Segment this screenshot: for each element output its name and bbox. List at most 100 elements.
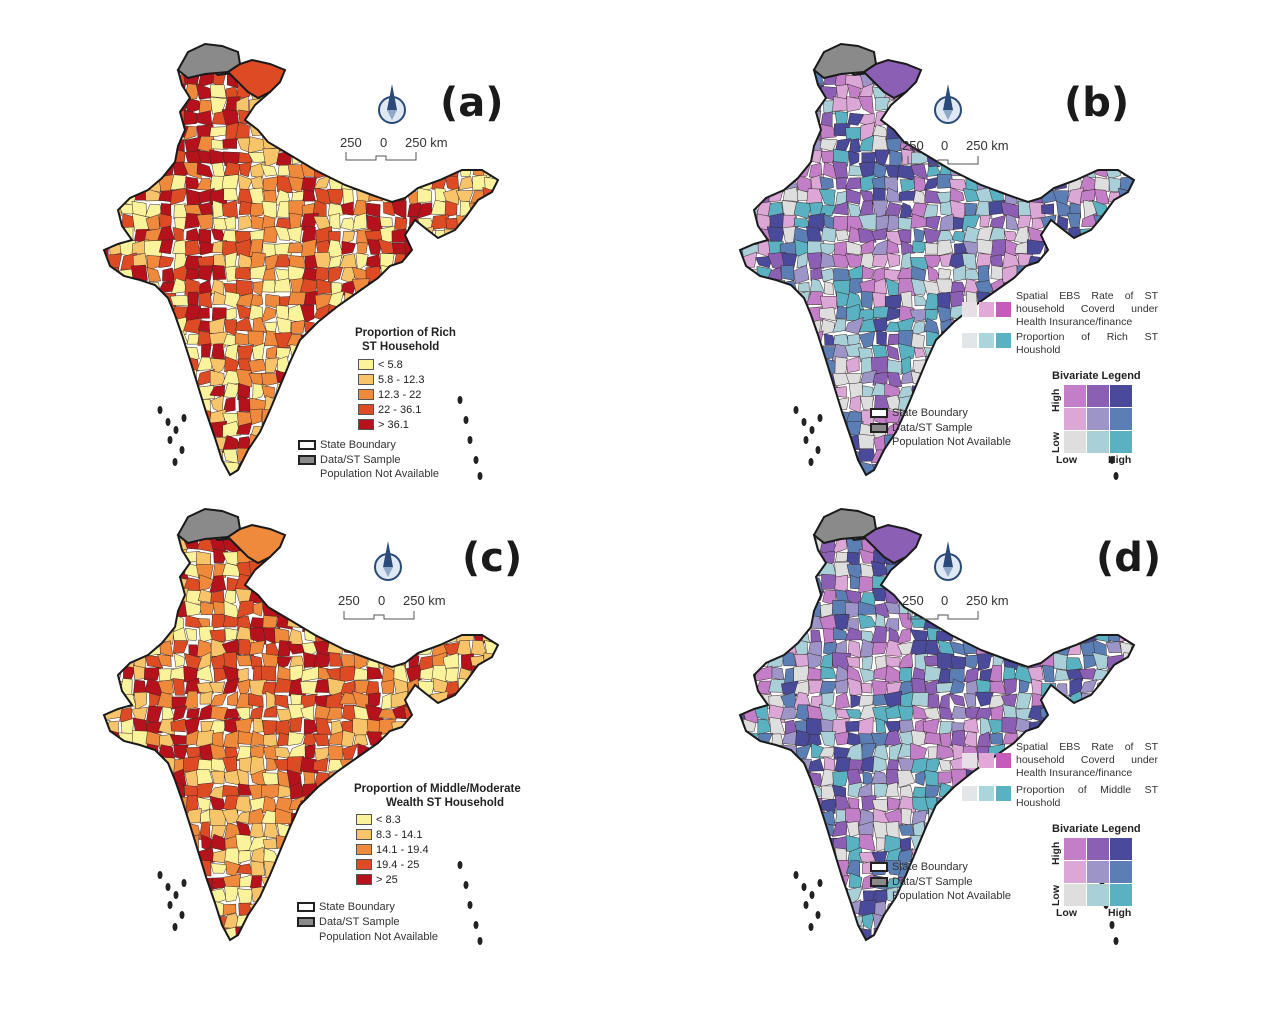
district-polygon [482, 459, 498, 475]
district-polygon [754, 576, 773, 590]
district-polygon [740, 574, 746, 593]
district-polygon [860, 682, 873, 694]
district-polygon [188, 943, 197, 957]
district-polygon [223, 448, 239, 465]
district-polygon [121, 148, 135, 163]
district-polygon [832, 938, 850, 940]
district-polygon [339, 161, 358, 180]
district-polygon [145, 317, 161, 333]
district-polygon [767, 746, 787, 762]
island [1113, 937, 1119, 945]
district-polygon [1001, 65, 1017, 74]
district-polygon [404, 733, 423, 749]
district-polygon [937, 357, 955, 375]
district-polygon [300, 125, 317, 140]
district-polygon [740, 639, 746, 657]
district-polygon [1136, 682, 1147, 696]
district-polygon [785, 123, 796, 142]
district-polygon [226, 577, 240, 592]
district-polygon [183, 255, 203, 271]
district-polygon [312, 381, 329, 399]
district-polygon [250, 450, 268, 466]
district-polygon [756, 537, 772, 555]
district-polygon [418, 266, 436, 285]
district-polygon [896, 267, 913, 280]
district-polygon [300, 346, 317, 363]
district-polygon [885, 187, 903, 203]
district-polygon [780, 293, 799, 307]
district-polygon [135, 83, 149, 100]
district-polygon [260, 665, 277, 682]
district-polygon [380, 757, 398, 773]
district-polygon [1002, 381, 1016, 399]
island [803, 436, 809, 444]
district-polygon [746, 307, 756, 323]
district-polygon [287, 291, 306, 306]
district-polygon [104, 308, 110, 323]
district-polygon [1070, 707, 1085, 722]
district-polygon [936, 368, 954, 389]
district-polygon [1014, 860, 1033, 878]
district-polygon [300, 821, 319, 838]
district-polygon [831, 201, 849, 216]
district-polygon [794, 615, 811, 632]
district-polygon [157, 679, 175, 696]
district-polygon [471, 413, 488, 426]
district-polygon [496, 901, 498, 916]
district-polygon [794, 601, 812, 617]
country-outline [738, 528, 1136, 942]
legend-class-a-4: > 36.1 [358, 418, 409, 431]
district-polygon [403, 873, 423, 891]
district-polygon [805, 862, 823, 878]
district-polygon [237, 667, 249, 683]
district-polygon [939, 213, 955, 231]
district-polygon [912, 914, 928, 930]
district-polygon [887, 214, 899, 232]
district-polygon [339, 548, 357, 565]
district-polygon [170, 940, 188, 954]
district-polygon [118, 292, 135, 308]
district-polygon [172, 640, 189, 654]
district-polygon [977, 770, 992, 785]
district-polygon [795, 626, 810, 644]
district-polygon [135, 371, 147, 388]
biv-grid-cell [1064, 838, 1086, 860]
district-polygon [484, 320, 498, 337]
district-polygon [741, 561, 758, 580]
district-polygon [1041, 65, 1057, 76]
district-polygon [447, 384, 458, 401]
district-polygon [262, 464, 280, 475]
district-polygon [911, 240, 928, 254]
district-polygon [118, 873, 137, 892]
island [473, 456, 479, 464]
district-polygon [495, 925, 498, 940]
district-polygon [1018, 436, 1032, 451]
district-polygon [458, 372, 472, 387]
district-polygon [744, 812, 757, 824]
scale-right-b: 250 km [966, 138, 1009, 153]
district-polygon [145, 888, 163, 905]
district-polygon [740, 200, 745, 219]
district-polygon [473, 123, 484, 141]
district-polygon [146, 705, 163, 724]
district-polygon [819, 123, 837, 139]
district-polygon [1137, 864, 1149, 878]
district-polygon [455, 279, 475, 295]
district-polygon [745, 187, 760, 204]
district-polygon [781, 476, 797, 491]
district-polygon [211, 264, 227, 280]
district-polygon [209, 84, 227, 99]
district-polygon [785, 834, 799, 850]
district-polygon [431, 955, 448, 967]
district-polygon [158, 70, 174, 86]
district-polygon [144, 784, 160, 800]
district-polygon [911, 796, 930, 815]
district-polygon [104, 691, 109, 710]
district-polygon [130, 759, 148, 774]
district-polygon [820, 943, 837, 954]
district-polygon [847, 847, 864, 864]
district-polygon [768, 71, 786, 89]
district-polygon [471, 216, 488, 231]
district-polygon [300, 472, 319, 475]
district-polygon [442, 731, 462, 747]
